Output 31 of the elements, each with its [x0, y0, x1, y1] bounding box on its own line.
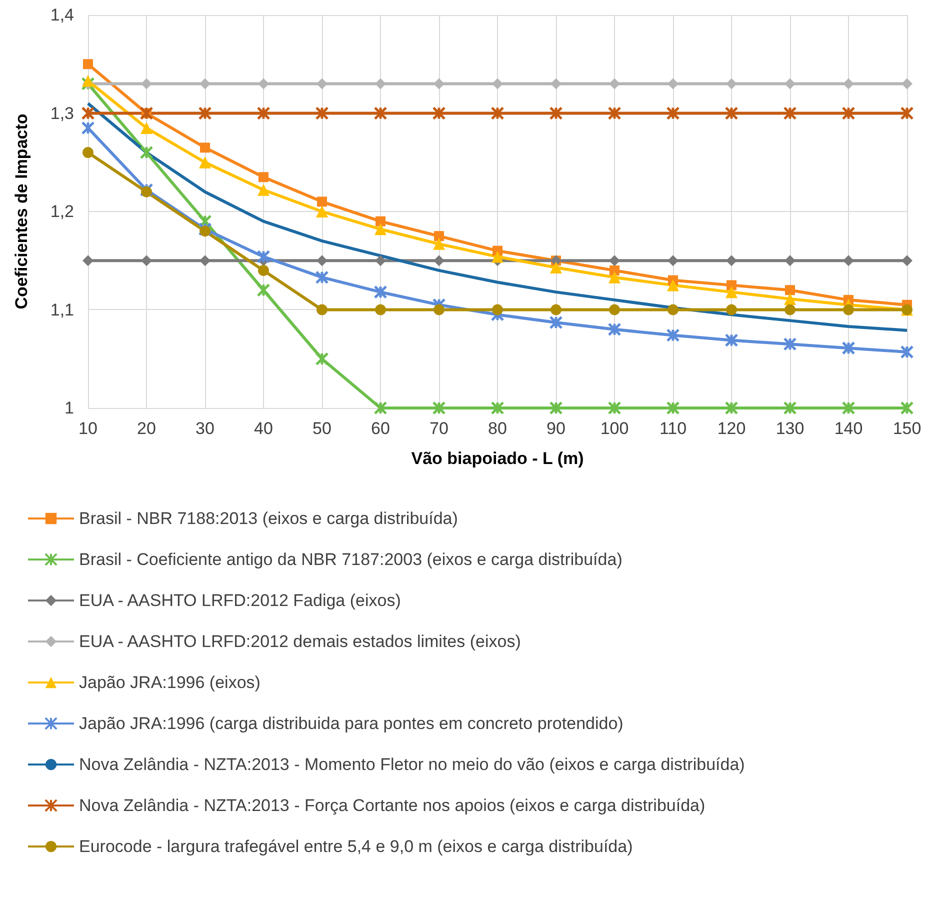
x-tick-label: 10 — [78, 419, 98, 438]
x-tick-label: 80 — [488, 419, 507, 438]
x-tick-label: 110 — [659, 419, 687, 438]
legend-label: Brasil - Coeficiente antigo da NBR 7187:2003 (eixos e carga distribuída) — [79, 550, 622, 569]
y-tick-label: 1,1 — [50, 300, 74, 320]
legend-label: Eurocode - largura trafegável entre 5,4 e 9,0 m (eixos e carga distribuída) — [79, 837, 633, 856]
legend-label: Brasil - NBR 7188:2013 (eixos e carga distribuída) — [79, 509, 458, 528]
x-tick-label: 50 — [312, 419, 332, 438]
legend-label: EUA - AASHTO LRFD:2012 demais estados limites (eixos) — [79, 632, 521, 651]
x-tick-label: 140 — [834, 419, 863, 438]
legend-label: EUA - AASHTO LRFD:2012 Fadiga (eixos) — [79, 591, 401, 610]
x-tick-label: 60 — [371, 419, 390, 438]
legend-label: Nova Zelândia - NZTA:2013 - Momento Fletor no meio do vão (eixos e carga distribuída) — [79, 755, 745, 774]
legend-label: Japão JRA:1996 (eixos) — [79, 673, 260, 692]
x-tick-label: 150 — [892, 419, 922, 438]
x-tick-label: 100 — [600, 419, 629, 438]
legend-label: Japão JRA:1996 (carga distribuida para pontes em concreto protendido) — [79, 714, 624, 733]
y-tick-label: 1,2 — [50, 202, 74, 221]
y-tick-label: 1 — [64, 398, 74, 418]
legend-label: Nova Zelândia - NZTA:2013 - Força Cortante nos apoios (eixos e carga distribuída) — [79, 796, 706, 815]
x-tick-label: 130 — [776, 419, 804, 438]
x-tick-label: 20 — [137, 419, 156, 438]
x-tick-label: 30 — [196, 419, 214, 438]
y-axis-title: Coeficientes de Impacto — [12, 114, 31, 310]
x-tick-label: 70 — [430, 419, 448, 438]
y-tick-label: 1,3 — [50, 104, 74, 123]
x-tick-label: 90 — [546, 419, 566, 438]
y-tick-label: 1,4 — [50, 6, 74, 24]
x-tick-label: 120 — [717, 419, 746, 438]
x-axis-title: Vão biapoiado - L (m) — [411, 449, 584, 468]
x-tick-label: 40 — [254, 419, 273, 438]
